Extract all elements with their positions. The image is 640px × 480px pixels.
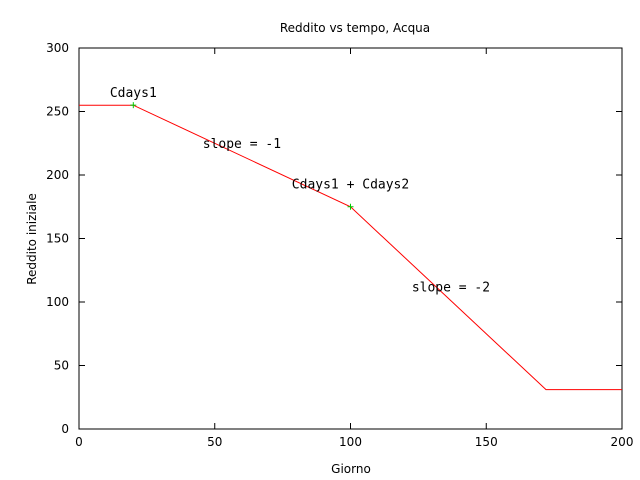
annotation-label: Cdays1 [110,86,157,101]
data-point-marker [130,102,137,109]
plot-frame [78,47,623,430]
annotation-label: slope = -1 [203,137,281,152]
y-tick-label: 150 [46,232,69,246]
x-tick-label: 200 [611,435,634,449]
marker-group [130,102,354,210]
y-tick-label: 300 [46,41,69,55]
y-tick-label: 250 [46,105,69,119]
series-group [79,104,622,391]
x-tick-label: 0 [75,435,83,449]
y-axis-label: Reddito iniziale [25,193,39,285]
x-tick-label: 150 [475,435,498,449]
tick-group [78,47,623,430]
annotation-label: Cdays1 + Cdays2 [292,178,409,193]
series-line [79,104,622,391]
tick-label-group: 0 50 100 150 200 0 50 100 150 200 250 300 [46,41,633,449]
x-tick-label: 100 [339,435,362,449]
y-tick-label: 0 [61,422,69,436]
data-point-marker [347,203,354,210]
y-tick-label: 200 [46,168,69,182]
chart-title: Reddito vs tempo, Acqua [280,21,430,35]
x-tick-label: 50 [207,435,222,449]
y-tick-label: 100 [46,295,69,309]
annotation-group: Cdays1 slope = -1 Cdays1 + Cdays2 slope = -… [110,86,490,295]
y-tick-label: 50 [54,359,69,373]
annotation-label: slope = -2 [412,280,490,295]
x-axis-label: Giorno [331,462,371,476]
